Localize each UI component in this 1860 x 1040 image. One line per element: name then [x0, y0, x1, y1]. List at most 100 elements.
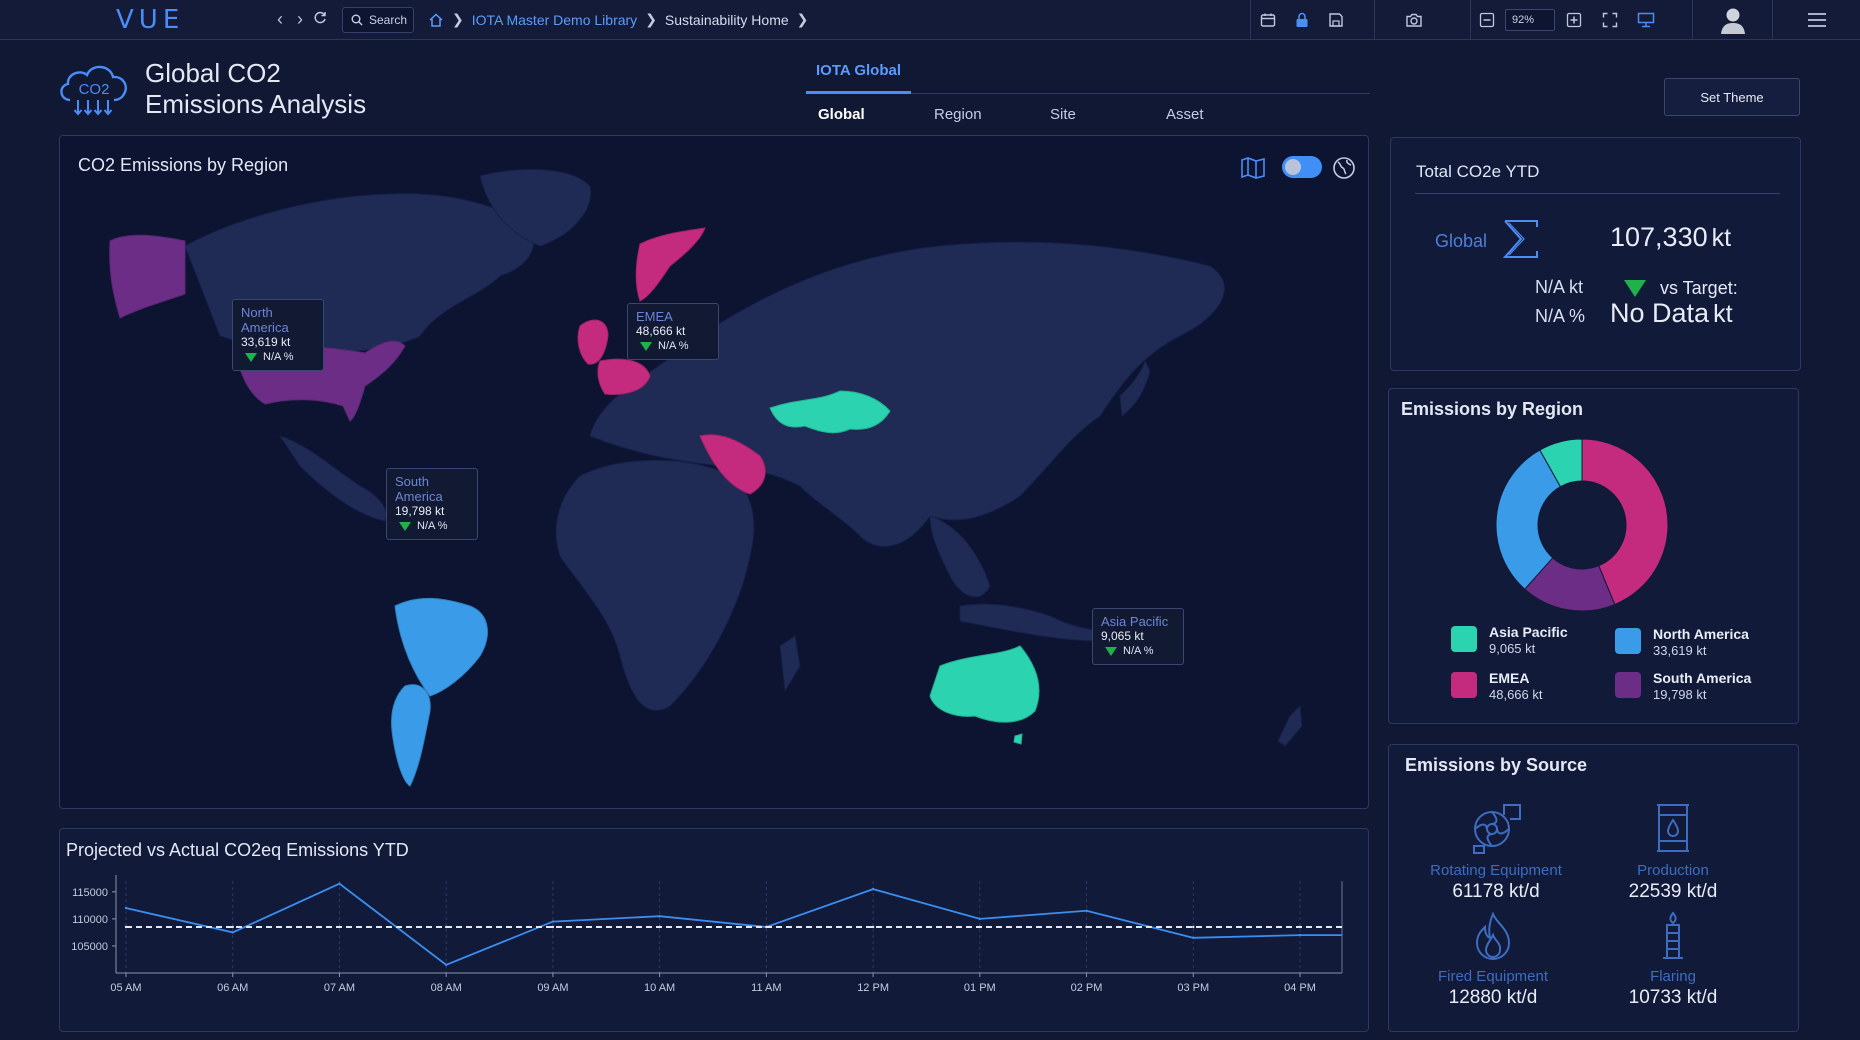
down-triangle-icon — [1624, 280, 1646, 297]
tab-iota-global[interactable]: IOTA Global — [806, 52, 911, 94]
down-triangle-icon — [245, 353, 257, 362]
line-chart: 105000 110000 115000 05 AM 06 AM 07 AM 08 AM 09… — [71, 875, 1343, 994]
flare-stack-icon — [1663, 911, 1683, 959]
emissions-by-source-panel: Emissions by Source Rotating Equipment 6… — [1388, 744, 1799, 1032]
chevron-right-icon: ❯ — [452, 11, 464, 27]
tab-region[interactable]: Region — [934, 106, 982, 123]
series-point — [1192, 925, 1195, 929]
x-tick-label: 07 AM — [324, 982, 355, 994]
tab-divider — [806, 93, 1370, 94]
y-tick-label: 110000 — [72, 914, 108, 926]
legend-north-america[interactable]: North America 33,619 kt — [1615, 626, 1749, 659]
down-triangle-icon — [399, 522, 411, 531]
tab-global[interactable]: Global — [818, 106, 865, 123]
lock-icon — [1296, 12, 1308, 27]
menu-button[interactable] — [1800, 0, 1834, 40]
toggle-knob — [1285, 159, 1301, 175]
user-avatar-button[interactable] — [1716, 0, 1750, 40]
legend-swatch — [1615, 628, 1641, 654]
tooltip-south-america[interactable]: South America 19,798 kt N/A % — [386, 468, 478, 540]
fullscreen-icon — [1602, 12, 1618, 28]
legend-swatch — [1615, 672, 1641, 698]
toolbar-group-user — [1692, 0, 1772, 40]
vs-target: vs Target: — [1624, 278, 1738, 299]
navigation-tabs: IOTA Global Global Region Site Asset — [806, 52, 1370, 127]
target-value-unit: kt — [1713, 300, 1733, 328]
lock-button[interactable] — [1285, 0, 1319, 40]
actual-series-line — [125, 882, 1342, 966]
tooltip-north-america[interactable]: North America 33,619 kt N/A % — [232, 299, 324, 371]
x-tick-label: 02 PM — [1071, 982, 1103, 994]
legend-south-america[interactable]: South America 19,798 kt — [1615, 670, 1751, 703]
map-land-africa — [555, 459, 755, 711]
calendar-button[interactable] — [1251, 0, 1285, 40]
tooltip-emea[interactable]: EMEA 48,666 kt N/A % — [627, 303, 719, 360]
x-tick-label: 12 PM — [857, 982, 889, 994]
map-land-greenland — [479, 169, 592, 247]
map-globe-toggle[interactable] — [1282, 156, 1322, 178]
search-box[interactable]: Search — [342, 6, 414, 33]
series-point — [978, 925, 982, 929]
zoom-level-field[interactable]: 92% — [1505, 9, 1555, 31]
donut-slice-north-america[interactable] — [1495, 449, 1562, 590]
legend-swatch — [1451, 672, 1477, 698]
source-rotating-equipment[interactable]: Rotating Equipment 61178 kt/d — [1406, 801, 1586, 903]
source-name: Flaring — [1650, 968, 1696, 985]
calendar-icon — [1260, 13, 1276, 27]
chevron-right-icon: ❯ — [645, 11, 657, 27]
series-point — [1298, 933, 1302, 937]
tooltip-region-pct: N/A % — [395, 519, 469, 534]
source-name: Production — [1637, 862, 1709, 879]
breadcrumb: ❯ IOTA Master Demo Library ❯ Sustainabil… — [428, 11, 808, 28]
x-tick-label: 09 AM — [537, 982, 568, 994]
fullscreen-button[interactable] — [1593, 0, 1627, 40]
refresh-button[interactable] — [310, 9, 330, 30]
donut-slice-emea[interactable] — [1581, 438, 1669, 606]
legend-emea[interactable]: EMEA 48,666 kt — [1451, 670, 1543, 703]
source-fired-equipment[interactable]: Fired Equipment 12880 kt/d — [1403, 911, 1583, 1009]
tooltip-region-name: Asia Pacific — [1101, 614, 1169, 629]
legend-name: EMEA — [1489, 670, 1530, 686]
legend-asia-pacific[interactable]: Asia Pacific 9,065 kt — [1451, 624, 1568, 657]
globe-icon[interactable] — [1332, 156, 1356, 180]
tooltip-asia-pacific[interactable]: Asia Pacific 9,065 kt N/A % — [1092, 608, 1184, 665]
source-value: 10733 kt/d — [1628, 987, 1718, 1008]
presentation-button[interactable] — [1629, 0, 1663, 40]
display-icon — [1637, 12, 1655, 28]
back-button[interactable]: ‹ — [277, 9, 283, 29]
map-view-icon[interactable] — [1240, 156, 1266, 180]
total-co2e-panel: Total CO2e YTD Global 107,330 kt N/A kt N… — [1390, 137, 1801, 371]
save-button[interactable] — [1319, 0, 1353, 40]
zoom-out-button[interactable] — [1471, 0, 1503, 40]
breadcrumb-item-home[interactable]: Sustainability Home — [664, 11, 789, 28]
series-point — [1192, 936, 1195, 940]
set-theme-button[interactable]: Set Theme — [1664, 78, 1800, 116]
series-point — [124, 925, 128, 929]
na-pct: N/A % — [1535, 306, 1586, 326]
screenshot-button[interactable] — [1397, 0, 1431, 40]
donut-slice-asia-pacific[interactable] — [1539, 438, 1583, 488]
map-land-central-america — [278, 435, 387, 522]
source-flaring[interactable]: Flaring 10733 kt/d — [1583, 911, 1763, 1009]
tab-site[interactable]: Site — [1050, 106, 1076, 123]
projection-chart-panel: Projected vs Actual CO2eq Emissions YTD … — [59, 828, 1369, 1032]
series-point — [231, 931, 234, 934]
refresh-icon — [314, 11, 326, 24]
forward-button[interactable]: › — [297, 9, 303, 29]
map-panel: CO2 Emissions by Region — [59, 135, 1369, 809]
source-production[interactable]: Production 22539 kt/d — [1583, 801, 1763, 903]
legend-name: South America — [1653, 670, 1752, 686]
tooltip-region-name: EMEA — [636, 309, 673, 324]
series-point — [124, 906, 128, 910]
tab-asset[interactable]: Asset — [1166, 106, 1204, 123]
series-point — [658, 925, 661, 929]
home-icon[interactable] — [428, 12, 444, 28]
series-point — [338, 925, 341, 929]
zoom-in-button[interactable] — [1557, 0, 1591, 40]
series-point — [551, 925, 555, 929]
x-tick-label: 05 AM — [110, 982, 141, 994]
breadcrumb-item-library[interactable]: IOTA Master Demo Library — [471, 11, 638, 28]
series-point — [338, 882, 341, 885]
save-icon — [1329, 13, 1343, 27]
series-point — [658, 914, 661, 918]
